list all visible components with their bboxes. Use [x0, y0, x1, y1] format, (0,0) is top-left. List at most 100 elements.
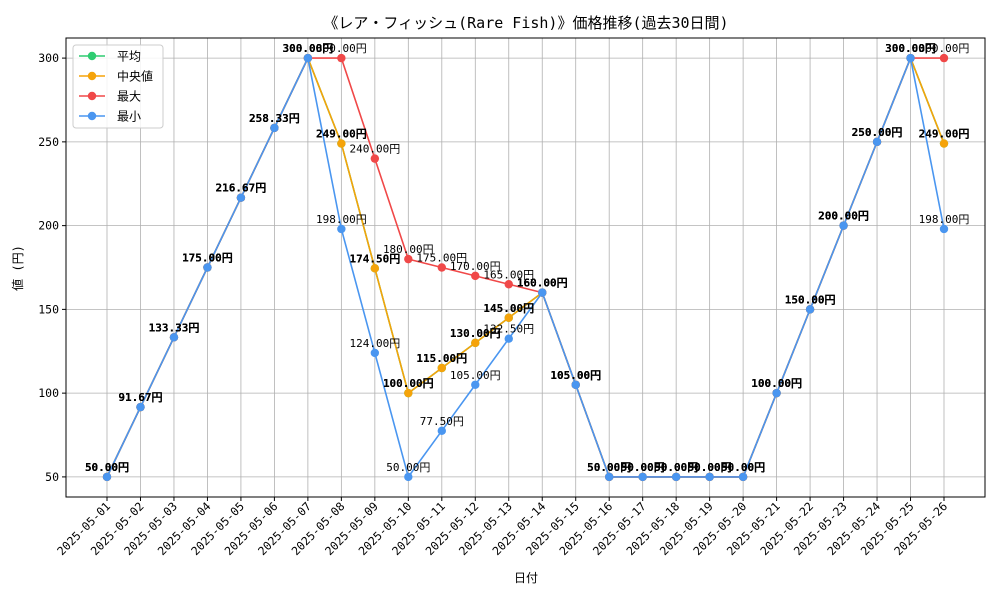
data-label: 50.00円 [85, 461, 129, 474]
data-label: 50.00円 [621, 461, 665, 474]
data-label: 200.00円 [818, 210, 869, 223]
data-point [337, 224, 346, 234]
data-point [471, 271, 480, 281]
data-label: 175.00円 [182, 252, 233, 265]
data-point [939, 139, 949, 148]
y-tick-label: 300 [38, 51, 59, 65]
y-axis-label: 値 (円) [10, 245, 25, 291]
y-tick-label: 150 [38, 302, 59, 316]
data-label: 249.00円 [316, 128, 367, 141]
data-label: 180.00円 [383, 243, 434, 256]
data-label: 50.00円 [654, 461, 698, 474]
data-label: 50.00円 [654, 461, 698, 474]
data-point [370, 348, 380, 358]
data-label: 250.00円 [852, 126, 903, 139]
y-tick-label: 200 [38, 219, 59, 233]
data-label: 160.00円 [517, 277, 568, 290]
data-label: 300.00円 [316, 42, 367, 55]
data-label: 105.00円 [550, 369, 601, 382]
data-label: 200.00円 [818, 210, 869, 223]
data-point [404, 254, 413, 264]
data-label: 105.00円 [450, 369, 501, 382]
data-label: 115.00円 [416, 352, 467, 365]
data-label: 50.00円 [721, 461, 765, 474]
data-label: 258.33円 [249, 112, 300, 125]
data-point [303, 53, 313, 63]
plot-frame [65, 37, 986, 498]
data-label: 91.67円 [118, 391, 162, 404]
data-point [705, 472, 714, 482]
data-label: 300.00円 [283, 42, 334, 55]
data-label: 250.00円 [852, 126, 903, 139]
data-label: 50.00円 [654, 461, 698, 474]
series-layer [102, 53, 949, 482]
data-label: 160.00円 [517, 277, 568, 290]
data-point [404, 472, 413, 482]
legend-marker [87, 71, 97, 81]
data-label: 133.33円 [149, 321, 200, 334]
data-point [839, 221, 848, 230]
data-label: 150.00円 [785, 293, 836, 306]
data-label: 300.00円 [885, 42, 936, 55]
series-line [106, 57, 945, 478]
data-point [471, 338, 480, 348]
data-label: 100.00円 [751, 377, 802, 390]
data-point [337, 53, 346, 63]
data-label: 50.00円 [386, 461, 430, 474]
data-label: 100.00円 [751, 377, 802, 390]
data-label: 115.00円 [416, 352, 467, 365]
data-label: 145.00円 [483, 302, 534, 315]
data-point [437, 263, 446, 272]
data-label: 50.00円 [621, 461, 665, 474]
legend-item: 中央値 [79, 69, 153, 84]
data-label: 250.00円 [852, 126, 903, 139]
data-label: 165.00円 [483, 268, 534, 281]
legend-item: 平均 [79, 50, 141, 64]
data-label: 50.00円 [721, 461, 765, 474]
data-label: 50.00円 [688, 461, 732, 474]
legend-label: 中央値 [117, 69, 153, 84]
data-point [538, 288, 547, 297]
data-label: 258.33円 [249, 112, 300, 125]
legend-marker [87, 91, 97, 101]
data-label: 50.00円 [688, 461, 732, 474]
data-label: 249.00円 [316, 128, 367, 141]
data-label: 175.00円 [182, 252, 233, 265]
data-label: 198.00円 [316, 213, 367, 226]
data-point [671, 472, 681, 482]
data-label: 150.00円 [785, 293, 836, 306]
data-label: 175.00円 [182, 252, 233, 265]
data-label: 100.00円 [751, 377, 802, 390]
data-label: 133.33円 [149, 321, 200, 334]
data-label: 50.00円 [688, 461, 732, 474]
data-point [638, 472, 647, 482]
data-label: 50.00円 [85, 461, 129, 474]
data-label: 198.00円 [919, 213, 970, 226]
x-axis-label: 日付 [514, 571, 538, 585]
legend-label: 平均 [117, 50, 141, 64]
data-label: 250.00円 [852, 126, 903, 139]
y-tick-label: 50 [45, 470, 59, 484]
data-label: 249.00円 [919, 128, 970, 141]
data-label: 50.00円 [621, 461, 665, 474]
data-label: 216.67円 [216, 182, 267, 195]
data-label: 50.00円 [688, 461, 732, 474]
data-label: 133.33円 [149, 321, 200, 334]
data-label: 175.00円 [182, 252, 233, 265]
data-label: 132.50円 [483, 323, 534, 336]
data-label: 50.00円 [587, 461, 631, 474]
data-label: 300.00円 [283, 42, 334, 55]
data-label: 300.00円 [885, 42, 936, 55]
data-label: 150.00円 [785, 293, 836, 306]
data-label: 216.67円 [216, 182, 267, 195]
data-point [169, 333, 179, 342]
data-label: 240.00円 [349, 143, 400, 156]
data-label: 105.00円 [550, 369, 601, 382]
data-label: 174.50円 [349, 252, 400, 265]
y-tick-label: 250 [38, 135, 59, 149]
data-label: 216.67円 [216, 182, 267, 195]
data-label: 258.33円 [249, 112, 300, 125]
